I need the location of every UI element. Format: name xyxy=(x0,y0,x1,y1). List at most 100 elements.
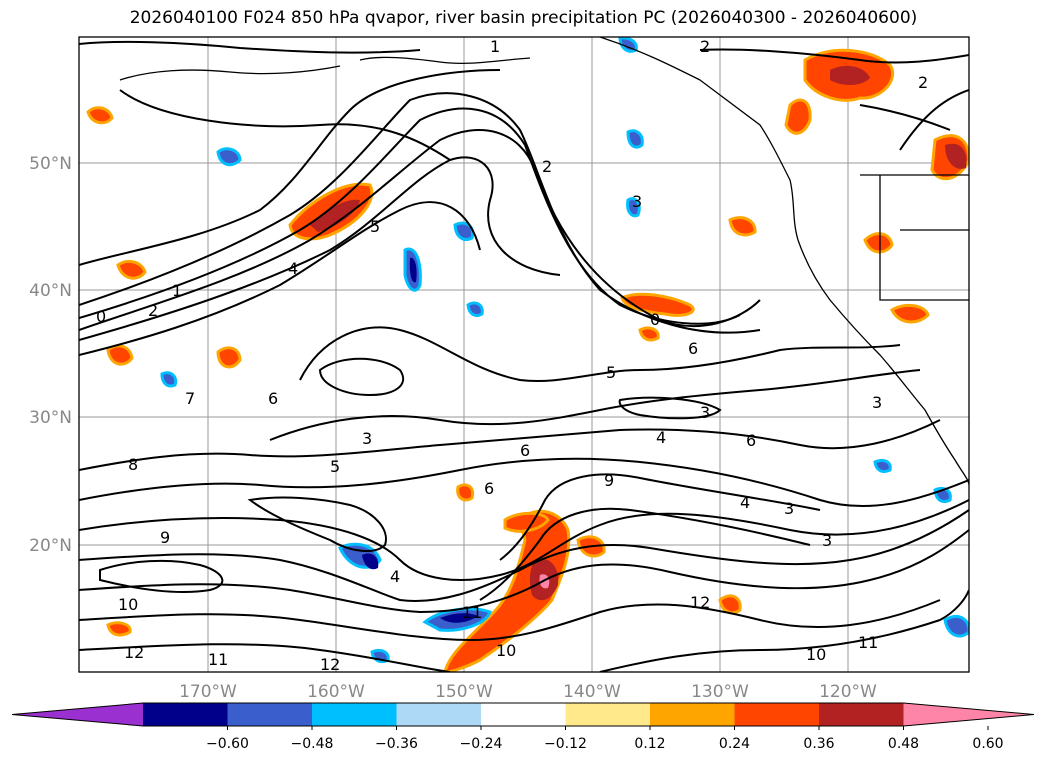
precip-negative-area xyxy=(216,147,242,167)
colorbar-extend-min xyxy=(12,703,143,726)
contour-label: 7 xyxy=(185,389,195,408)
contour-label: 3 xyxy=(700,403,710,422)
contour-line xyxy=(269,369,921,441)
contour-label: 2 xyxy=(148,301,158,320)
contour-line xyxy=(79,529,969,614)
contour-line xyxy=(79,599,941,642)
contour-line xyxy=(79,92,761,334)
qvapor-contours xyxy=(79,40,969,672)
figure-title: 2026040100 F024 850 hPa qvapor, river ba… xyxy=(129,8,918,28)
contour-line xyxy=(599,589,969,672)
contour-label: 12 xyxy=(124,643,144,662)
contour-label: 5 xyxy=(370,217,380,236)
precip-negative-area xyxy=(453,221,475,241)
precip-negative-area xyxy=(160,371,178,388)
contour-label: 1 xyxy=(490,37,500,56)
lon-label: 120°W xyxy=(819,682,877,702)
contour-label: 6 xyxy=(268,389,278,408)
colorbar-segment xyxy=(312,703,397,726)
precip-positive-area xyxy=(890,303,930,324)
precip-positive-area xyxy=(784,98,812,135)
colorbar-segment xyxy=(396,703,481,726)
precip-negative-area xyxy=(873,458,892,474)
precip-positive-area xyxy=(728,216,757,237)
contour-label: 2 xyxy=(542,157,552,176)
contour-label: 8 xyxy=(128,455,138,474)
precip-positive-area xyxy=(443,509,571,672)
contour-label: 3 xyxy=(822,531,832,550)
contour-line xyxy=(79,509,969,602)
precip-positive-area xyxy=(863,232,894,254)
contour-label: 10 xyxy=(118,595,138,614)
contour-line xyxy=(479,507,811,601)
precip-positive-area xyxy=(106,344,134,366)
contour-line xyxy=(79,40,421,54)
contour-label: 5 xyxy=(606,363,616,382)
contour-line xyxy=(79,643,451,672)
contour-line xyxy=(79,156,561,341)
precip-strong-positive-area xyxy=(310,199,360,232)
lon-label: 130°W xyxy=(691,682,749,702)
lat-label: 20°N xyxy=(29,536,72,556)
colorbar-segment xyxy=(819,703,904,726)
precip-positive-area xyxy=(503,511,550,533)
contour-label: 0 xyxy=(96,307,106,326)
precip-positive-area xyxy=(620,292,695,317)
colorbar: −0.60 −0.48 −0.36 −0.24 −0.12 0.12 0.24 0.36 0.4… xyxy=(11,702,1035,752)
lat-label: 40°N xyxy=(29,281,72,301)
colorbar-extend-max xyxy=(903,703,1034,726)
contour-line xyxy=(618,396,722,420)
colorbar-tick-label: −0.12 xyxy=(544,736,587,752)
lat-label: 30°N xyxy=(29,408,72,428)
precip-strong-negative-area xyxy=(409,257,417,283)
contour-line xyxy=(499,473,821,561)
precip-strong-positive-area xyxy=(945,143,967,169)
precip-positive-area xyxy=(86,106,114,125)
contour-label: 4 xyxy=(390,567,400,586)
colorbar-tick-label: 0.12 xyxy=(634,736,665,752)
precip-positive-area xyxy=(456,483,475,502)
contour-line xyxy=(299,326,901,382)
contour-line xyxy=(99,559,224,593)
state-border xyxy=(879,175,969,301)
longitude-labels: 170°W 160°W 150°W 140°W 130°W 120°W xyxy=(179,682,877,702)
coastline xyxy=(119,37,969,486)
lon-label: 150°W xyxy=(435,682,493,702)
contour-line xyxy=(318,357,405,397)
map-content: 1 2 2 2 5 4 1 0 2 3 0 6 5 3 4 6 6 9 4 3 xyxy=(79,37,969,672)
precip-strong-negative-area xyxy=(362,553,379,570)
contour-line xyxy=(79,201,481,356)
contour-line xyxy=(79,419,941,471)
contour-label: 10 xyxy=(806,645,826,664)
contour-label: 11 xyxy=(858,633,878,652)
colorbar-tick-label: 0.24 xyxy=(719,736,750,752)
precip-positive-area xyxy=(718,594,742,615)
precip-strong-positive-area xyxy=(830,65,870,85)
colorbar-tick-label: 0.48 xyxy=(888,736,919,752)
precip-positive-area xyxy=(638,326,660,342)
aleutian-coast xyxy=(119,65,341,81)
contour-label: 3 xyxy=(784,499,794,518)
contour-label: 2 xyxy=(918,73,928,92)
lat-label: 50°N xyxy=(29,154,72,174)
precip-positive-area xyxy=(116,260,147,280)
contour-label: 6 xyxy=(520,441,530,460)
colorbar-segment xyxy=(481,703,566,726)
map-frame xyxy=(78,36,970,673)
contour-label: 11 xyxy=(462,603,482,622)
contour-line xyxy=(79,457,969,508)
precip-negative-area xyxy=(466,301,484,318)
colorbar-segment xyxy=(227,703,312,726)
contour-line xyxy=(79,107,741,325)
contour-label: 10 xyxy=(496,641,516,660)
latitude-labels: 50°N 40°N 30°N 20°N xyxy=(29,154,72,556)
lon-label: 160°W xyxy=(307,682,365,702)
colorbar-segment xyxy=(143,703,228,726)
colorbar-segment xyxy=(650,703,735,726)
precip-positive-area xyxy=(216,346,242,369)
contour-label: 3 xyxy=(632,192,642,211)
contour-label: 12 xyxy=(690,593,710,612)
contour-label: 4 xyxy=(656,428,666,447)
contour-line xyxy=(247,496,387,552)
